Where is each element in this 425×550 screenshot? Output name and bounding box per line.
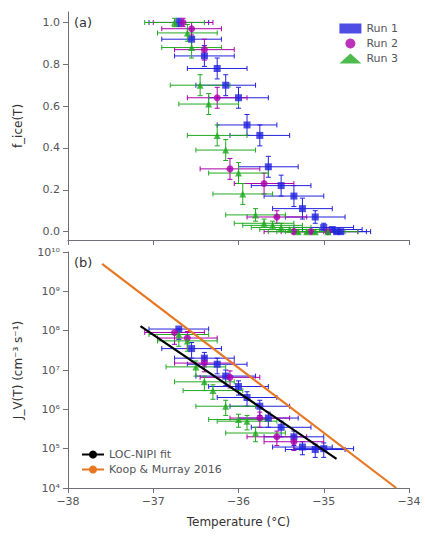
svg-text:f_ice(T): f_ice(T) bbox=[11, 104, 25, 148]
svg-text:(a): (a) bbox=[74, 15, 92, 30]
svg-text:−35: −35 bbox=[312, 495, 335, 508]
svg-text:J_V(T) (cm⁻³ s⁻¹): J_V(T) (cm⁻³ s⁻¹) bbox=[11, 321, 25, 420]
svg-text:−38: −38 bbox=[56, 495, 79, 508]
svg-text:1.0: 1.0 bbox=[43, 16, 61, 29]
svg-text:(b): (b) bbox=[74, 255, 92, 270]
svg-text:−34: −34 bbox=[397, 495, 420, 508]
svg-text:10⁹: 10⁹ bbox=[42, 285, 60, 298]
svg-text:10¹⁰: 10¹⁰ bbox=[37, 246, 60, 259]
svg-text:0.0: 0.0 bbox=[43, 225, 61, 238]
svg-text:Koop & Murray 2016: Koop & Murray 2016 bbox=[109, 463, 222, 476]
svg-text:0.4: 0.4 bbox=[43, 141, 61, 154]
svg-text:−37: −37 bbox=[142, 495, 165, 508]
svg-text:0.6: 0.6 bbox=[43, 100, 61, 113]
svg-text:−36: −36 bbox=[227, 495, 250, 508]
svg-text:10⁴: 10⁴ bbox=[42, 482, 61, 495]
svg-text:Run 1: Run 1 bbox=[366, 22, 398, 35]
svg-text:10⁵: 10⁵ bbox=[42, 442, 60, 455]
svg-text:10⁶: 10⁶ bbox=[42, 403, 61, 416]
svg-text:Run 2: Run 2 bbox=[366, 37, 398, 50]
svg-text:0.2: 0.2 bbox=[43, 183, 61, 196]
svg-text:0.8: 0.8 bbox=[43, 58, 61, 71]
svg-text:Temperature (°C): Temperature (°C) bbox=[186, 515, 291, 529]
svg-text:10⁸: 10⁸ bbox=[42, 324, 61, 337]
svg-text:Run 3: Run 3 bbox=[366, 52, 398, 65]
svg-text:10⁷: 10⁷ bbox=[42, 364, 60, 377]
svg-text:LOC-NIPI fit: LOC-NIPI fit bbox=[109, 448, 172, 461]
